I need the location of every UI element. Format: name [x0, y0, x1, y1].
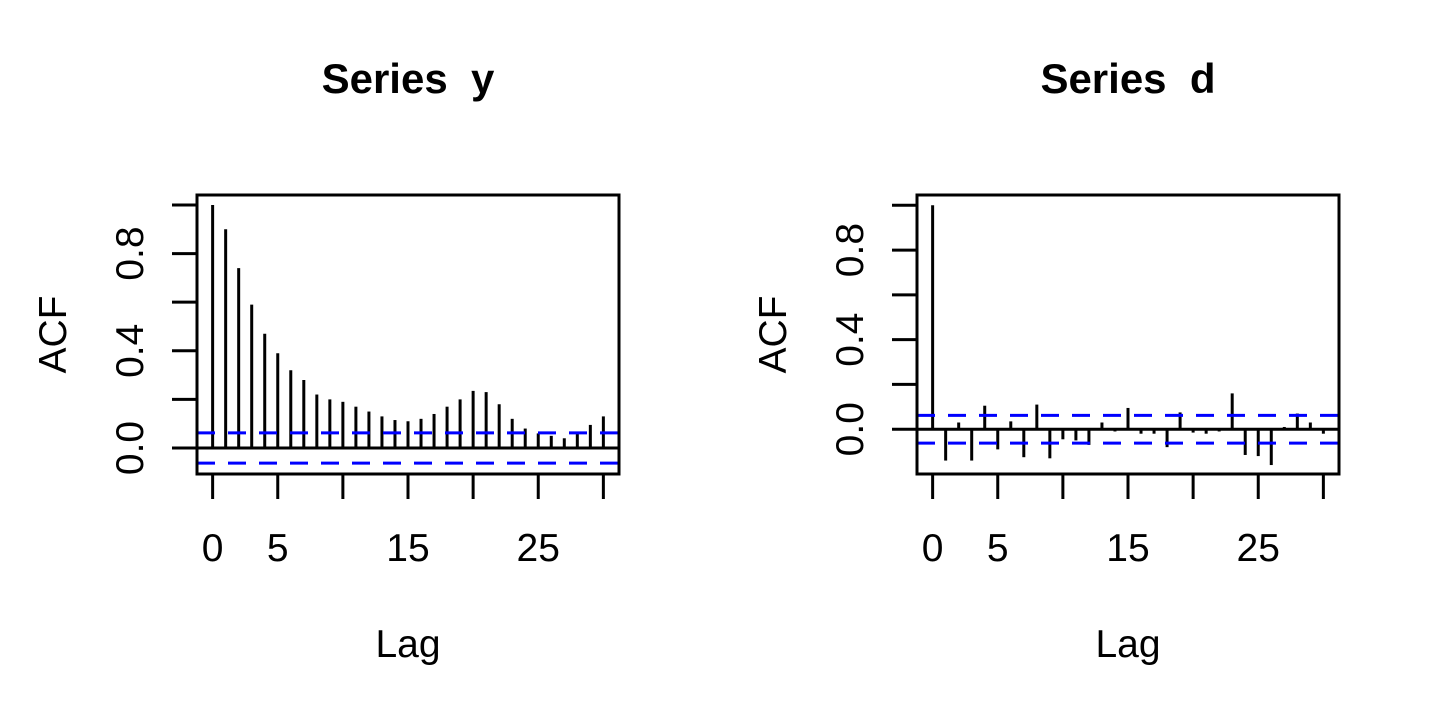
x-tick-label: 25 [517, 527, 560, 570]
x-tick-label: 5 [987, 527, 1009, 570]
plot-box [915, 193, 1341, 476]
x-axis-label: Lag [375, 623, 440, 666]
chart-title: Series y [322, 55, 495, 102]
x-tick-label: 25 [1237, 527, 1280, 570]
y-tick-label: 0.8 [829, 223, 872, 277]
acf-chart-series-d: Series d ACF Lag 0 5 15 25 0.0 0.4 0.8 [752, 55, 1341, 666]
y-tick-label: 0.4 [829, 313, 872, 367]
acf-panel-series-d: Series d ACF Lag 0 5 15 25 0.0 0.4 0.8 [720, 0, 1440, 720]
x-axis-label: Lag [1095, 623, 1160, 666]
y-tick-label: 0.8 [109, 226, 152, 280]
x-tick-label: 15 [386, 527, 429, 570]
x-tick-label: 0 [922, 527, 944, 570]
y-tick-label: 0.0 [829, 402, 872, 456]
x-tick-label: 0 [202, 527, 224, 570]
acf-chart-series-y: Series y ACF Lag 0 5 15 25 0.0 0.4 0.8 [32, 55, 621, 666]
y-tick-label: 0.0 [109, 421, 152, 475]
x-tick-label: 5 [267, 527, 289, 570]
acf-panel-series-y: Series y ACF Lag 0 5 15 25 0.0 0.4 0.8 [32, 55, 621, 666]
chart-title: Series d [1040, 55, 1215, 102]
y-axis-label: ACF [32, 296, 75, 374]
y-axis-label: ACF [752, 296, 795, 374]
x-tick-label: 15 [1106, 527, 1149, 570]
y-tick-label: 0.4 [109, 324, 152, 378]
